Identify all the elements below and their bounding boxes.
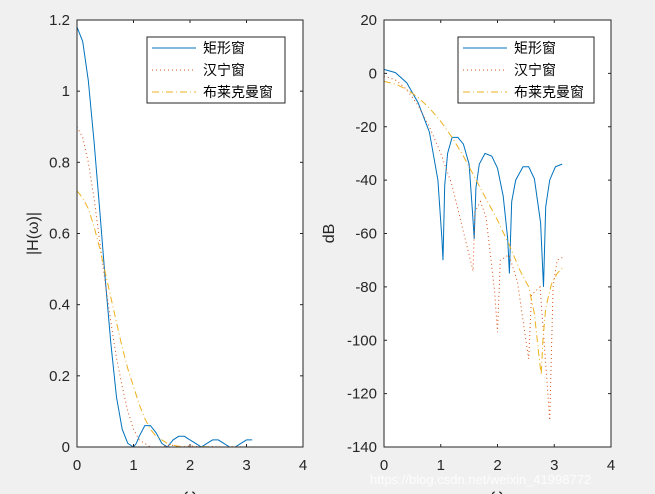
legend-label-rect: 矩形窗 <box>203 40 245 57</box>
y-tick-label: -80 <box>355 279 377 296</box>
series-line-0 <box>76 26 253 448</box>
x-tick-label: 4 <box>607 457 615 474</box>
watermark: https://blog.csdn.net/weixin_41998772 <box>370 472 591 487</box>
y-tick-label: -100 <box>347 332 377 349</box>
y-tick-label: -140 <box>347 439 377 456</box>
y-tick-label: 0 <box>369 65 377 82</box>
x-tick-label: 4 <box>299 457 307 474</box>
legend-label-rect: 矩形窗 <box>514 40 556 57</box>
x-tick-label: 0 <box>380 457 388 474</box>
x-tick-label: 3 <box>550 457 558 474</box>
y-tick-label: -60 <box>355 226 377 243</box>
y-tick-label: -40 <box>355 172 377 189</box>
y-tick-label: -120 <box>347 386 377 403</box>
y-tick-label: 0.2 <box>49 368 70 385</box>
series-layer <box>383 68 563 421</box>
legend-label-hanning: 汉宁窗 <box>514 62 556 79</box>
ticks-layer: 0 1 2 3 4 0 0.2 0.4 0.6 0.8 1 1.2 <box>49 12 307 474</box>
series-layer <box>76 26 253 448</box>
legend-label-blackman: 布莱克曼窗 <box>203 84 273 101</box>
x-tick-label: 1 <box>437 457 445 474</box>
y-tick-label: 0.6 <box>49 226 70 243</box>
y-axis-label: dB <box>321 224 338 244</box>
magnitude-axes: 0 1 2 3 4 0 0.2 0.4 0.6 0.8 1 1.2 |H(ω)| ω 矩形窗 汉宁窗 … <box>25 12 307 494</box>
series-line-2 <box>76 190 253 448</box>
series-line-2 <box>383 80 563 375</box>
y-tick-label: -20 <box>355 119 377 136</box>
x-tick-label: 1 <box>129 457 137 474</box>
series-line-0 <box>383 68 563 287</box>
series-line-1 <box>383 75 563 421</box>
y-tick-label: 1 <box>62 83 70 100</box>
x-tick-label: 0 <box>73 457 81 474</box>
y-tick-label: 1.2 <box>49 12 70 29</box>
y-tick-label: 0.8 <box>49 154 70 171</box>
x-axis-label: ω <box>491 487 504 494</box>
legend: 矩形窗 汉宁窗 布莱克曼窗 <box>146 36 286 104</box>
x-tick-label: 2 <box>493 457 501 474</box>
legend-label-blackman: 布莱克曼窗 <box>514 84 584 101</box>
x-axis-label: ω <box>184 487 197 494</box>
y-axis-label: |H(ω)| <box>25 212 42 255</box>
legend: 矩形窗 汉宁窗 布莱克曼窗 <box>457 36 595 104</box>
y-tick-label: 0.4 <box>49 297 70 314</box>
y-tick-label: 20 <box>360 12 377 29</box>
x-tick-label: 2 <box>186 457 194 474</box>
y-tick-label: 0 <box>62 439 70 456</box>
decibel-axes: 0 1 2 3 4 -140 -120 -100 -80 -60 -40 -20 0 20 dB ω 矩形… <box>321 12 615 494</box>
legend-label-hanning: 汉宁窗 <box>203 62 245 79</box>
x-tick-label: 3 <box>242 457 250 474</box>
ticks-layer: 0 1 2 3 4 -140 -120 -100 -80 -60 -40 -20 0 20 <box>347 12 615 474</box>
